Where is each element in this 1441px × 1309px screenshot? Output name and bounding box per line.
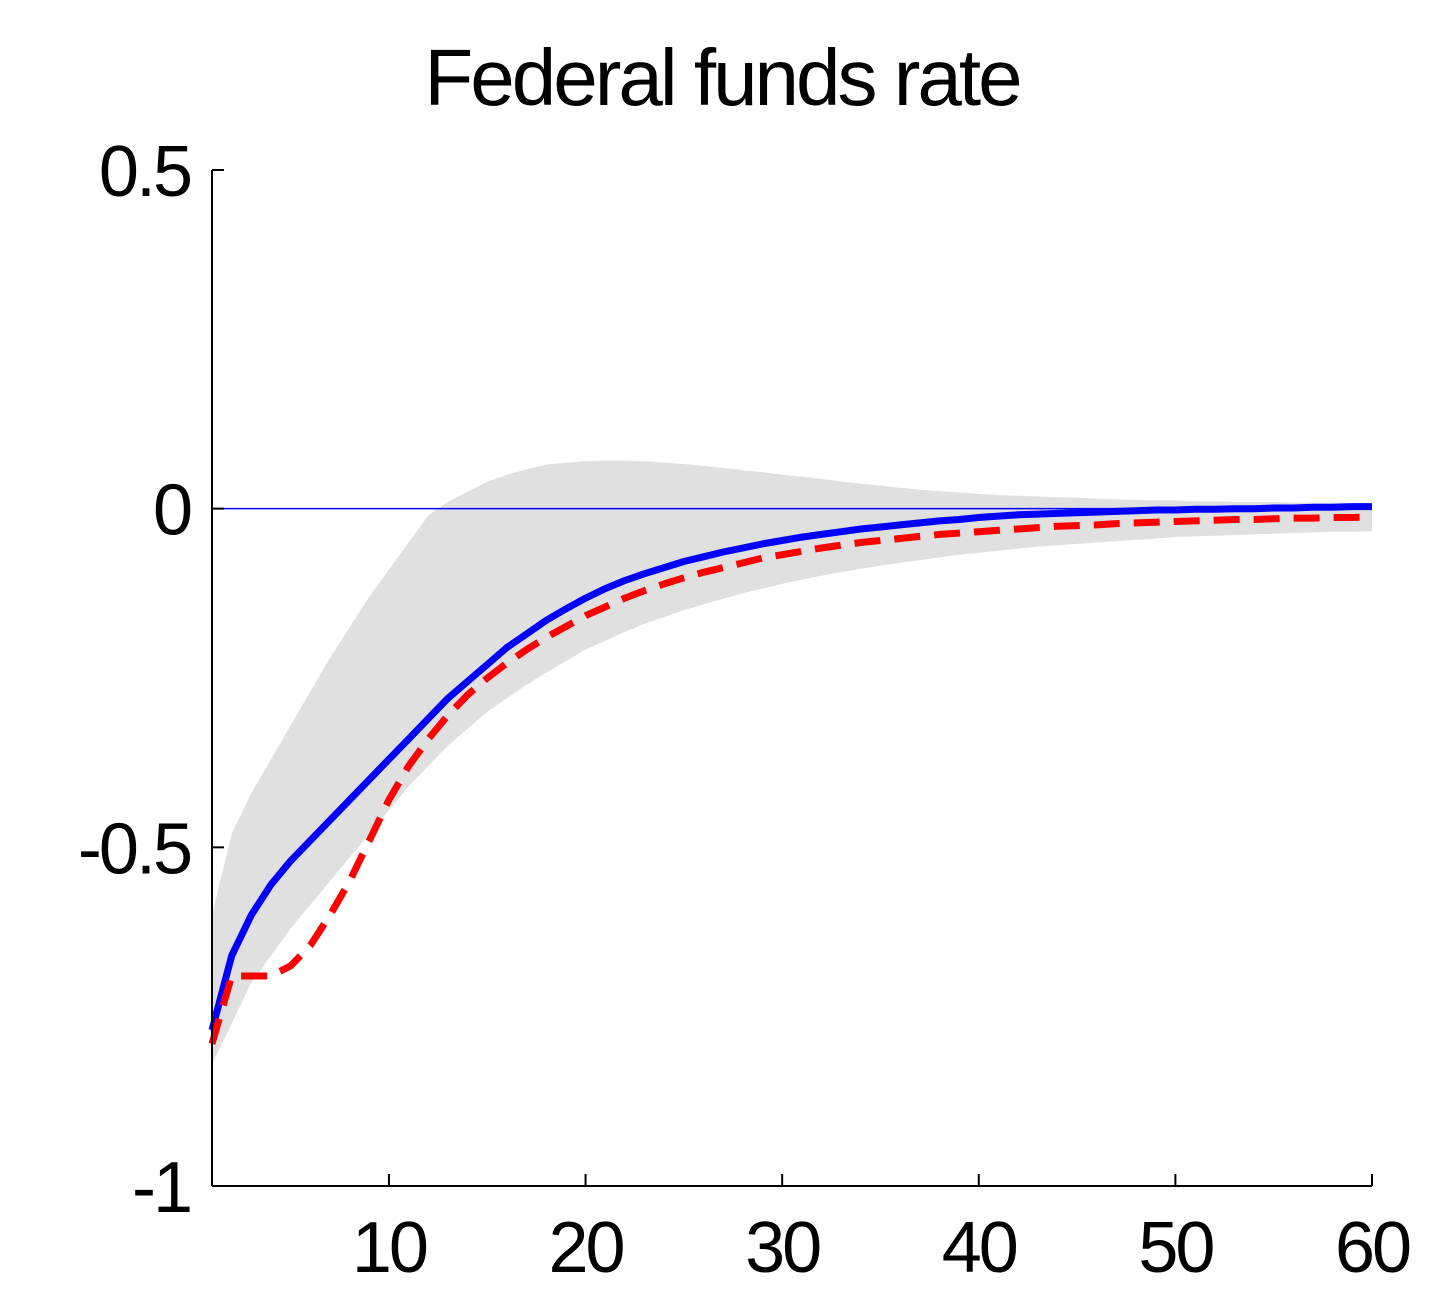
y-tick-label: -1 — [132, 1148, 190, 1228]
axes-layer: -1 -0.5 0 0.5 10 20 30 40 50 60 — [78, 132, 1413, 1288]
y-tick-label: 0.5 — [99, 132, 191, 212]
chart-title: Federal funds rate — [424, 33, 1019, 122]
series-layer — [208, 503, 1373, 1045]
x-tick-label: 30 — [745, 1208, 820, 1288]
confidence-band — [212, 460, 1372, 1065]
y-tick-label: 0 — [153, 471, 191, 551]
x-tick-label: 40 — [942, 1208, 1017, 1288]
x-tick-label: 20 — [549, 1208, 624, 1288]
y-tick-label: -0.5 — [78, 809, 191, 889]
series-line-dashed — [208, 513, 1373, 1045]
x-tick-label: 10 — [352, 1208, 427, 1288]
series-line-solid — [208, 503, 1372, 1032]
x-tick-label: 50 — [1138, 1208, 1213, 1288]
x-tick-label: 60 — [1335, 1208, 1410, 1288]
confidence-band-layer — [212, 460, 1372, 1065]
